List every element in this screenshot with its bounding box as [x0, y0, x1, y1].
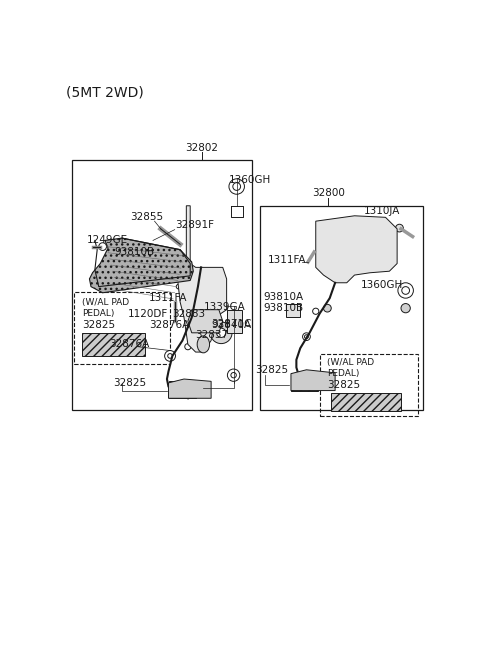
Bar [82, 333, 145, 356]
Polygon shape [316, 216, 397, 283]
Text: 32837: 32837 [196, 330, 229, 340]
Circle shape [401, 304, 410, 313]
Bar [260, 206, 423, 410]
Text: 32871C: 32871C [211, 319, 252, 329]
Text: 32825: 32825 [327, 380, 360, 390]
Circle shape [229, 179, 244, 194]
Polygon shape [286, 304, 300, 318]
Circle shape [99, 243, 107, 251]
Text: 32825: 32825 [82, 320, 115, 330]
Circle shape [312, 308, 319, 314]
Circle shape [181, 299, 187, 305]
Circle shape [324, 304, 331, 312]
Text: (W/AL PAD: (W/AL PAD [82, 298, 129, 306]
Text: 32876A: 32876A [109, 339, 149, 350]
Circle shape [210, 322, 232, 344]
Text: 32800: 32800 [312, 188, 345, 197]
Bar [168, 381, 196, 398]
Polygon shape [176, 206, 227, 352]
Circle shape [165, 350, 176, 361]
Text: 32891F: 32891F [175, 220, 214, 230]
Polygon shape [89, 238, 193, 293]
Text: 1120DF: 1120DF [128, 308, 168, 319]
Text: 93810A: 93810A [264, 292, 304, 302]
Text: PEDAL): PEDAL) [82, 309, 114, 318]
Ellipse shape [197, 336, 210, 353]
Text: 32825: 32825 [255, 365, 288, 375]
Polygon shape [110, 270, 123, 285]
Bar [331, 393, 401, 411]
Bar [321, 354, 418, 416]
Bar [72, 159, 252, 410]
Circle shape [398, 283, 413, 298]
Text: 1310JA: 1310JA [364, 206, 400, 216]
Text: 32876A: 32876A [149, 320, 190, 330]
Text: 32802: 32802 [185, 143, 218, 153]
Text: 1360GH: 1360GH [360, 280, 403, 290]
Circle shape [176, 284, 181, 289]
Circle shape [216, 328, 226, 337]
Text: 93810B: 93810B [264, 303, 304, 313]
Circle shape [212, 299, 218, 305]
Circle shape [302, 333, 311, 340]
Text: (5MT 2WD): (5MT 2WD) [66, 85, 144, 100]
Text: 32883: 32883 [172, 308, 205, 319]
Bar [74, 292, 170, 363]
Circle shape [396, 224, 403, 232]
Text: 1339GA: 1339GA [204, 302, 245, 312]
Circle shape [233, 182, 240, 190]
Circle shape [168, 354, 172, 358]
Polygon shape [168, 379, 211, 398]
Text: 1311FA: 1311FA [149, 293, 188, 303]
Circle shape [185, 344, 191, 350]
Text: 1249GE: 1249GE [87, 236, 128, 245]
Circle shape [106, 274, 112, 281]
Text: PEDAL): PEDAL) [327, 369, 360, 378]
Text: (W/AL PAD: (W/AL PAD [327, 358, 374, 367]
Text: 1360GH: 1360GH [229, 175, 271, 186]
Polygon shape [291, 370, 335, 390]
Text: 32855: 32855 [130, 213, 163, 222]
Circle shape [402, 287, 409, 295]
Text: 93840A: 93840A [211, 320, 251, 330]
Text: 93810B: 93810B [114, 247, 155, 257]
Polygon shape [227, 310, 242, 333]
Circle shape [304, 335, 308, 338]
Circle shape [228, 369, 240, 381]
Text: 32825: 32825 [113, 378, 146, 388]
Circle shape [231, 373, 236, 378]
Text: 1311FA: 1311FA [268, 255, 306, 264]
Polygon shape [188, 310, 223, 333]
Bar [291, 373, 318, 390]
Circle shape [176, 274, 181, 281]
